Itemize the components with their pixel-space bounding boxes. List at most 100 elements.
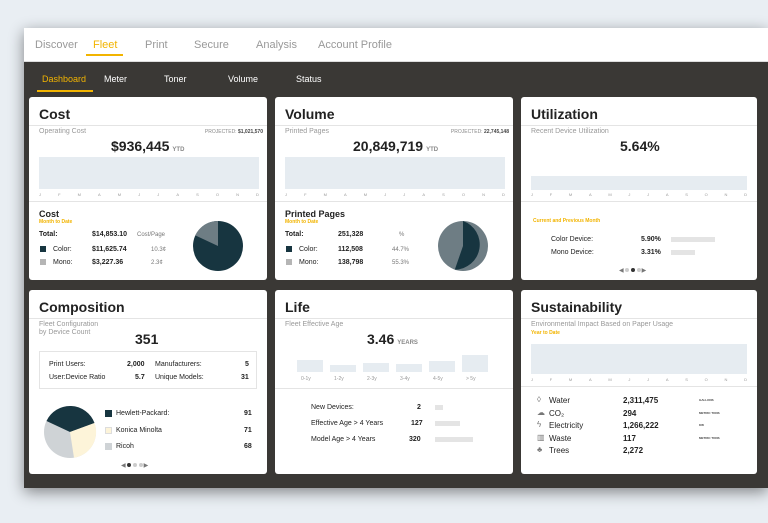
composition-pie-chart — [44, 405, 97, 458]
month-tick-label: N — [724, 192, 728, 197]
tab-toner[interactable]: Toner — [164, 74, 187, 84]
month-tick-label: J — [628, 377, 631, 382]
mono-device-value: 3.31% — [641, 249, 661, 256]
volume-projected: PROJECTED: 22,745,148 — [450, 129, 509, 135]
utilization-value: 5.64% — [620, 138, 660, 154]
nav-discover[interactable]: Discover — [35, 39, 78, 51]
age-bar — [429, 361, 455, 372]
month-tick-label: J — [403, 192, 406, 197]
metric-unit: METRIC TONS — [699, 435, 720, 440]
tab-dashboard[interactable]: Dashboard — [42, 74, 87, 84]
tab-status[interactable]: Status — [296, 74, 322, 84]
month-tick-label: A — [665, 192, 669, 197]
pager-prev-icon[interactable]: ◀ — [121, 463, 126, 469]
utilization-pager: ◀ ▶ — [619, 267, 646, 274]
cost-period: Month to Date — [39, 219, 73, 225]
cost-color-value: $11,625.74 — [92, 246, 127, 253]
sustainability-card: Sustainability Environmental Impact Base… — [521, 290, 757, 474]
month-tick-label: D — [502, 192, 505, 197]
color-device-bar — [671, 237, 715, 242]
metric-value: 1,266,222 — [623, 421, 659, 430]
volume-color-value: 112,508 — [338, 246, 363, 253]
month-tick-label: F — [304, 192, 307, 197]
metric-unit: KW — [699, 423, 704, 427]
new-devices-bar — [435, 405, 443, 410]
tree-icon: ♣ — [537, 445, 543, 454]
utilization-sparkline — [531, 176, 747, 190]
volume-sub-title: Printed Pages — [285, 209, 346, 219]
metric-label: Waste — [549, 433, 572, 443]
print-users-value: 2,000 — [127, 361, 145, 368]
metric-value: 117 — [623, 433, 636, 443]
effective-age-4y-bar — [435, 421, 460, 426]
nav-analysis[interactable]: Analysis — [256, 39, 297, 51]
utilization-card: Utilization Recent Device Utilization 5.… — [521, 97, 757, 280]
metric-label: CO₂ — [549, 408, 565, 418]
month-tick-label: A — [588, 192, 592, 197]
cloud-co2-icon: ☁ — [537, 407, 545, 417]
month-tick-label: A — [344, 192, 347, 197]
cost-label: Operating Cost — [39, 128, 87, 135]
month-tick-label: F — [58, 192, 61, 197]
tab-meter[interactable]: Meter — [104, 74, 128, 84]
metric-label: Trees — [549, 446, 570, 455]
card-title: Cost — [39, 106, 71, 122]
volume-period: Month to Date — [285, 219, 319, 225]
active-tab-underline — [37, 90, 93, 92]
month-tick-label: A — [98, 192, 101, 197]
pager-next-icon[interactable]: ▶ — [143, 463, 149, 469]
age-bar — [396, 364, 422, 372]
metric-label: Water — [549, 396, 571, 405]
pager-next-icon[interactable]: ▶ — [641, 268, 647, 274]
age-bar-label: > 5y — [466, 376, 476, 382]
composition-card: Composition Fleet Configuration by Devic… — [29, 290, 267, 474]
month-tick-label: D — [744, 377, 747, 382]
device-count: 351 — [135, 331, 159, 347]
age-bar — [462, 355, 488, 372]
mono-swatch — [286, 259, 292, 265]
tab-volume[interactable]: Volume — [228, 74, 259, 84]
top-nav: Discover Fleet Print Secure Analysis Acc… — [24, 28, 768, 62]
month-tick-label: M — [568, 192, 573, 197]
legend-swatch-hp — [105, 410, 112, 417]
effective-age-4y-value: 127 — [411, 420, 423, 427]
trash-can-icon: ▥ — [537, 432, 545, 442]
utilization-period: Current and Previous Month — [533, 218, 601, 224]
month-tick-label: J — [157, 192, 160, 197]
volume-label: Printed Pages — [285, 128, 329, 135]
month-tick-label: A — [422, 192, 426, 197]
metric-value: 2,272 — [623, 446, 644, 455]
cost-sparkline — [39, 157, 259, 189]
cost-sub-title: Cost — [39, 209, 59, 219]
month-tick-label: J — [628, 192, 631, 197]
legend-swatch-ricoh — [105, 443, 112, 450]
volume-card: Volume Printed Pages PROJECTED: 22,745,1… — [275, 97, 513, 280]
metric-unit: GALLONS — [699, 398, 714, 402]
age-bar-label: 3-4y — [400, 376, 410, 382]
legend-swatch-konica — [105, 427, 112, 434]
manufacturers-value: 5 — [245, 361, 249, 368]
age-bar-label: 0-1y — [301, 376, 311, 382]
nav-fleet[interactable]: Fleet — [93, 39, 118, 51]
card-title: Composition — [39, 299, 125, 315]
month-tick-label: F — [549, 377, 553, 382]
month-tick-label: J — [138, 192, 141, 197]
volume-value: 20,849,719 YTD — [353, 138, 439, 154]
metric-label: Electricity — [549, 421, 584, 430]
pager-prev-icon[interactable]: ◀ — [619, 268, 624, 274]
fleet-stats-box — [39, 351, 257, 389]
volume-mono-value: 138,798 — [338, 259, 364, 266]
nav-account-profile[interactable]: Account Profile — [318, 39, 392, 51]
month-tick-label: N — [724, 377, 728, 382]
unique-models-value: 31 — [241, 374, 249, 381]
cost-mono-value: $3,227.36 — [92, 259, 124, 266]
month-tick-label: M — [608, 192, 612, 197]
age-bar-label: 2-3y — [367, 376, 377, 382]
active-nav-underline — [86, 54, 123, 56]
effective-age-value: 3.46 YEARS — [367, 331, 418, 347]
nav-secure[interactable]: Secure — [194, 39, 229, 51]
nav-print[interactable]: Print — [145, 39, 168, 51]
month-tick-label: M — [77, 192, 81, 197]
life-label: Fleet Effective Age — [285, 321, 344, 328]
